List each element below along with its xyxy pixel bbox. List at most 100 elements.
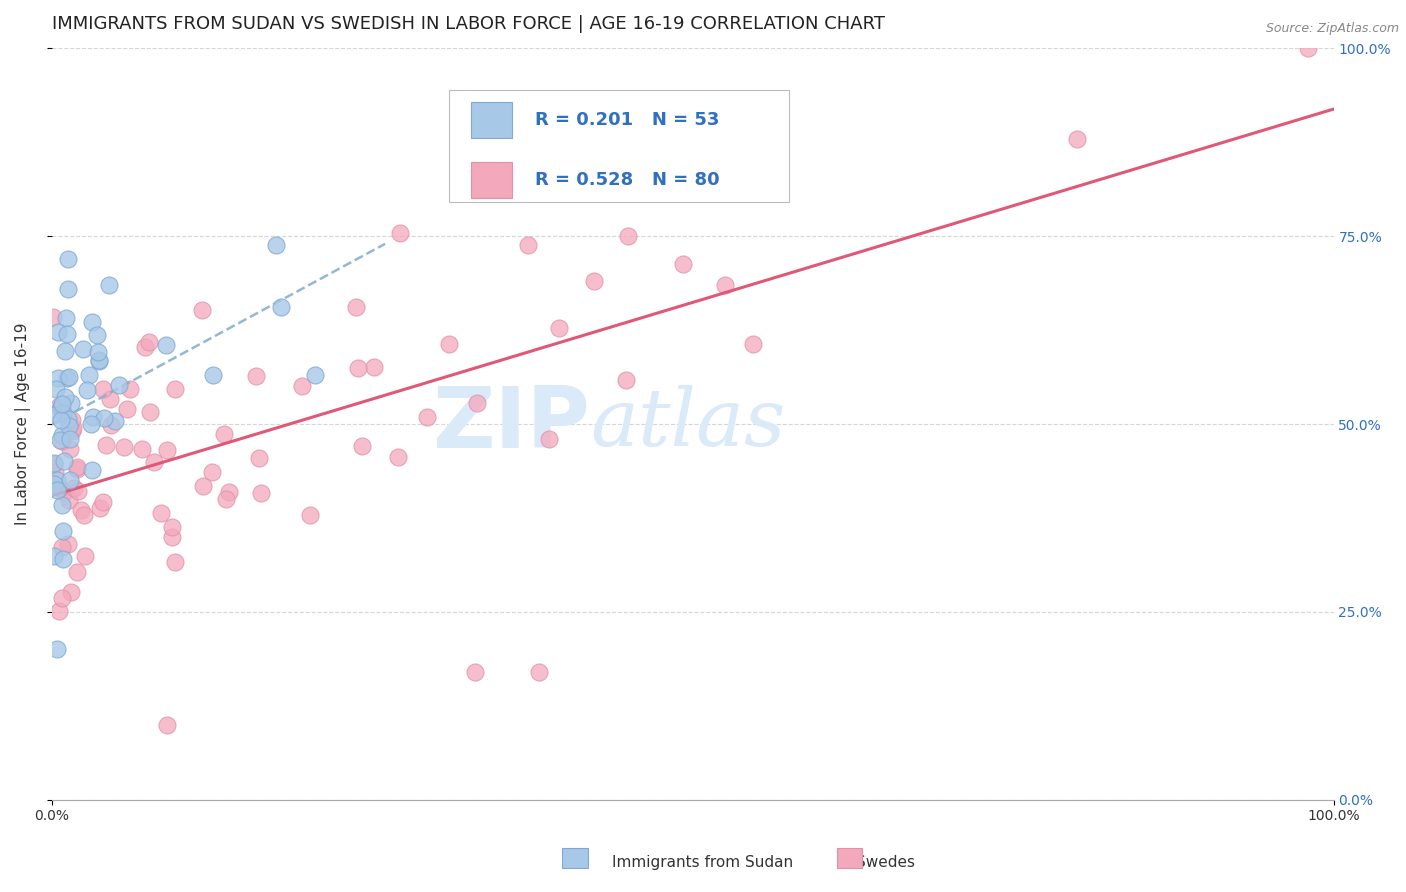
Point — [1296, 41, 1319, 55]
Point — [344, 300, 367, 314]
Point — [538, 432, 561, 446]
Point — [516, 238, 538, 252]
Point — [741, 337, 763, 351]
Point — [49, 400, 72, 414]
Point — [72, 342, 94, 356]
Point — [115, 401, 138, 416]
Point — [55, 326, 77, 341]
Point — [143, 455, 166, 469]
Point — [387, 450, 409, 464]
Point — [44, 408, 66, 422]
Point — [59, 473, 82, 487]
Text: Swedes: Swedes — [856, 855, 915, 870]
Point — [60, 424, 83, 438]
Point — [87, 352, 110, 367]
Point — [98, 392, 121, 407]
Point — [672, 257, 695, 271]
Text: IMMIGRANTS FROM SUDAN VS SWEDISH IN LABOR FORCE | AGE 16-19 CORRELATION CHART: IMMIGRANTS FROM SUDAN VS SWEDISH IN LABO… — [52, 15, 884, 33]
Point — [48, 399, 70, 413]
Point — [56, 371, 79, 385]
Point — [73, 508, 96, 522]
Point — [46, 642, 69, 657]
Point — [212, 427, 235, 442]
Point — [89, 353, 111, 368]
Point — [149, 506, 172, 520]
Point — [270, 300, 292, 314]
Point — [67, 483, 90, 498]
Point — [60, 413, 83, 427]
Point — [80, 417, 103, 432]
Point — [77, 368, 100, 383]
Point — [582, 274, 605, 288]
Point — [66, 461, 89, 475]
Point — [51, 397, 73, 411]
Point — [58, 282, 80, 296]
Point — [713, 277, 735, 292]
Point — [104, 414, 127, 428]
Point — [1066, 131, 1088, 145]
Point — [52, 406, 75, 420]
Point — [155, 338, 177, 352]
Point — [58, 418, 80, 433]
Point — [98, 278, 121, 293]
Point — [66, 565, 89, 579]
Point — [51, 434, 73, 448]
Point — [614, 374, 637, 388]
Point — [59, 584, 82, 599]
FancyBboxPatch shape — [449, 90, 789, 202]
Point — [264, 238, 287, 252]
Point — [53, 343, 76, 358]
Point — [51, 551, 73, 566]
Point — [89, 501, 111, 516]
Bar — [562, 848, 588, 868]
Y-axis label: In Labor Force | Age 16-19: In Labor Force | Age 16-19 — [15, 323, 31, 525]
Point — [76, 383, 98, 397]
Point — [163, 382, 186, 396]
Point — [201, 466, 224, 480]
Point — [245, 369, 267, 384]
Text: R = 0.201   N = 53: R = 0.201 N = 53 — [536, 111, 720, 128]
Point — [59, 442, 82, 457]
Point — [91, 495, 114, 509]
Point — [44, 465, 66, 479]
Point — [51, 428, 73, 442]
Point — [94, 438, 117, 452]
Point — [139, 405, 162, 419]
Point — [218, 484, 240, 499]
Point — [215, 492, 238, 507]
Point — [52, 524, 75, 538]
Point — [247, 450, 270, 465]
Point — [49, 433, 72, 447]
Point — [86, 344, 108, 359]
Point — [193, 479, 215, 493]
Point — [547, 320, 569, 334]
Point — [46, 473, 69, 487]
Text: Immigrants from Sudan: Immigrants from Sudan — [613, 855, 793, 870]
Point — [527, 665, 550, 679]
Text: R = 0.528   N = 80: R = 0.528 N = 80 — [536, 171, 720, 189]
Point — [51, 540, 73, 554]
Point — [52, 454, 75, 468]
Point — [46, 325, 69, 339]
Point — [131, 442, 153, 457]
Point — [42, 310, 65, 324]
Bar — [471, 102, 512, 138]
Point — [63, 481, 86, 495]
Point — [82, 463, 104, 477]
Bar — [471, 161, 512, 198]
Point — [250, 486, 273, 500]
Point — [62, 420, 84, 434]
Point — [93, 411, 115, 425]
Point — [118, 382, 141, 396]
Point — [465, 396, 488, 410]
Text: atlas: atlas — [591, 385, 786, 463]
Point — [48, 604, 70, 618]
Point — [416, 409, 439, 424]
Point — [53, 485, 76, 500]
Point — [58, 369, 80, 384]
Point — [75, 549, 97, 563]
Point — [42, 476, 65, 491]
Point — [114, 440, 136, 454]
Point — [352, 439, 374, 453]
Point — [156, 443, 179, 458]
